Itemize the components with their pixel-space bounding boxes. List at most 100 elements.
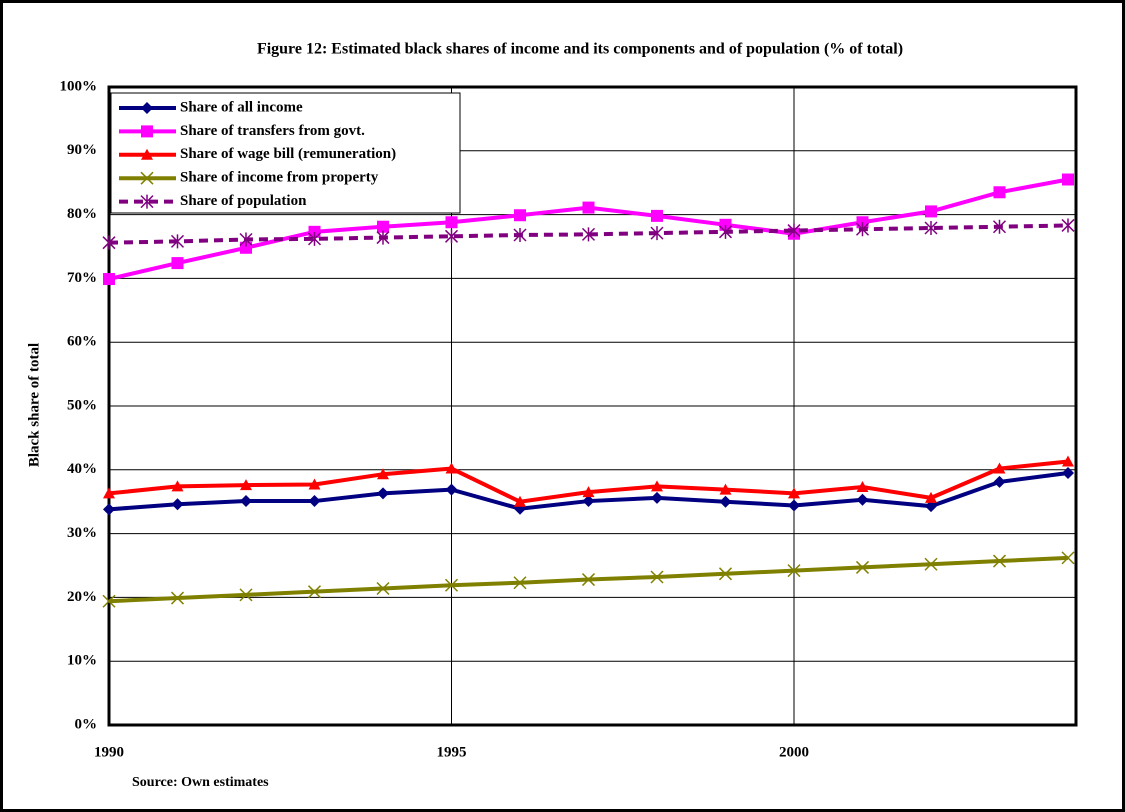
marker [513, 228, 527, 243]
marker [651, 491, 663, 504]
x-tick-label: 1990 [94, 744, 124, 760]
marker [377, 220, 389, 233]
y-tick-label: 100% [60, 78, 98, 94]
marker [103, 487, 115, 499]
y-tick-label: 30% [67, 525, 97, 541]
marker [651, 209, 663, 222]
marker [444, 229, 459, 244]
marker [307, 585, 322, 599]
y-tick-label: 10% [67, 653, 97, 669]
y-tick-label: 90% [67, 142, 97, 158]
marker [444, 578, 459, 592]
marker [788, 499, 800, 512]
marker [1061, 551, 1075, 565]
marker [856, 481, 869, 493]
marker [140, 194, 154, 209]
marker [992, 219, 1007, 234]
marker [925, 491, 937, 503]
marker [856, 493, 869, 506]
marker [170, 234, 185, 249]
marker [514, 209, 526, 222]
y-tick-label: 20% [67, 589, 97, 605]
source-note: Source: Own estimates [132, 775, 269, 790]
marker [171, 498, 184, 511]
marker [925, 205, 937, 218]
marker [1062, 466, 1074, 479]
plot-frame [107, 85, 1078, 727]
marker [1061, 218, 1075, 233]
marker [855, 222, 870, 237]
marker [581, 573, 596, 587]
marker [240, 479, 252, 491]
marker [240, 495, 252, 508]
marker [719, 483, 732, 495]
legend-label: Share of transfers from govt. [180, 123, 365, 139]
marker [513, 576, 527, 590]
legend-label: Share of all income [180, 99, 303, 115]
marker [514, 495, 526, 507]
marker [787, 564, 801, 578]
marker [992, 554, 1007, 568]
marker [445, 216, 458, 229]
y-tick-label: 40% [67, 461, 97, 477]
marker [650, 570, 664, 584]
marker [103, 273, 115, 286]
marker [240, 241, 252, 254]
marker [102, 594, 116, 608]
y-tick-label: 70% [67, 270, 97, 286]
legend-label: Share of population [180, 193, 307, 209]
marker [925, 500, 937, 513]
x-tick-label: 1995 [437, 744, 467, 760]
marker [993, 475, 1006, 488]
marker [582, 495, 595, 508]
x-tick-label: 2000 [779, 744, 809, 760]
marker [170, 591, 185, 605]
y-tick-label: 80% [67, 206, 97, 222]
marker [445, 483, 458, 496]
marker [377, 468, 389, 480]
marker [582, 201, 595, 214]
marker [103, 503, 115, 516]
marker [141, 148, 153, 160]
legend: Share of all income Share of transfers fr… [110, 92, 461, 214]
y-tick-label: 50% [67, 397, 97, 413]
marker [376, 581, 390, 595]
marker [718, 224, 733, 239]
marker [993, 462, 1006, 474]
marker [239, 232, 253, 247]
chart-title: Figure 12: Estimated black shares of inc… [257, 41, 903, 58]
marker [1062, 173, 1074, 186]
marker [581, 227, 596, 242]
marker [718, 567, 733, 581]
marker [924, 557, 938, 571]
legend-label: Share of income from property [180, 170, 379, 186]
marker [171, 257, 184, 270]
marker [993, 186, 1006, 199]
marker [239, 588, 253, 602]
marker [445, 462, 458, 474]
marker [141, 102, 153, 114]
marker [141, 125, 153, 138]
marker [307, 231, 322, 246]
marker [582, 486, 595, 498]
series-line [108, 223, 1069, 245]
marker [171, 480, 184, 492]
y-tick-label: 0% [75, 716, 98, 732]
marker [140, 171, 154, 185]
y-axis-label: Black share of total [26, 343, 42, 467]
marker [376, 230, 390, 245]
marker [1062, 455, 1074, 467]
marker [719, 495, 732, 508]
marker [377, 487, 389, 500]
y-tick-label: 60% [67, 334, 97, 350]
marker [924, 220, 938, 235]
marker [855, 560, 870, 574]
legend-label: Share of wage bill (remuneration) [180, 146, 396, 162]
marker [787, 223, 801, 238]
marker [308, 478, 321, 490]
marker [788, 487, 800, 499]
marker [651, 480, 663, 492]
marker [650, 226, 664, 241]
marker [102, 235, 116, 250]
